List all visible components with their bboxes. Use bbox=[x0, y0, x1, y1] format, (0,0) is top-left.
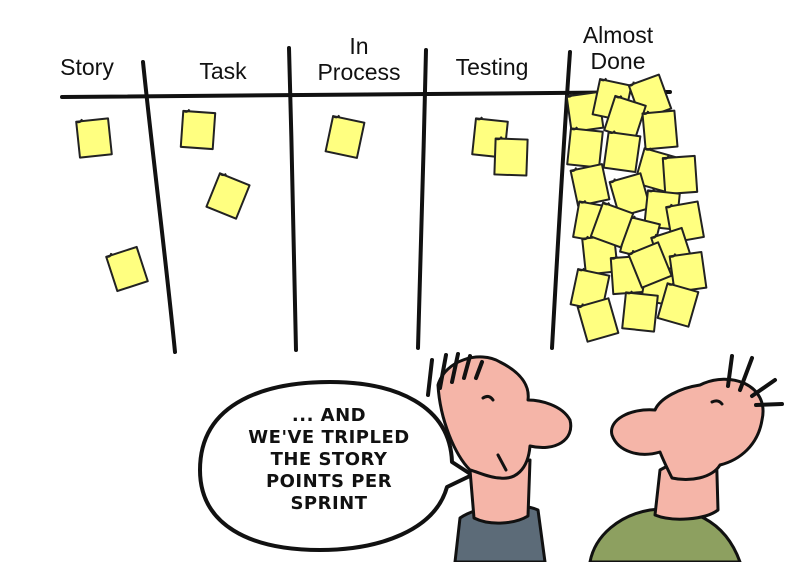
column-divider-4 bbox=[550, 50, 572, 350]
speech-bubble-text: ... AND WE'VE TRIPLED THE STORY POINTS P… bbox=[212, 405, 446, 515]
sticky-note-almost-done bbox=[569, 163, 611, 207]
left-person-hair bbox=[426, 352, 484, 397]
sticky-note-almost-done bbox=[627, 241, 673, 289]
right-person-hair bbox=[726, 354, 784, 407]
sticky-note-task bbox=[179, 108, 217, 151]
left-person-eye bbox=[481, 394, 495, 402]
column-label-in-process: In Process bbox=[317, 33, 401, 85]
speech-line: ... AND bbox=[291, 405, 367, 426]
column-divider-1 bbox=[141, 60, 177, 354]
sticky-notes bbox=[75, 73, 708, 343]
column-label-story: Story bbox=[60, 54, 114, 80]
sticky-note-task bbox=[205, 172, 251, 220]
sticky-note-almost-done bbox=[589, 201, 635, 249]
column-label-task: Task bbox=[199, 58, 247, 84]
speech-bubble-outline bbox=[198, 380, 474, 552]
sticky-note-almost-done bbox=[668, 250, 708, 294]
sticky-note-almost-done bbox=[641, 109, 679, 151]
right-person-eye bbox=[710, 399, 724, 406]
sticky-note-in-process bbox=[324, 114, 366, 159]
left-person bbox=[426, 352, 573, 562]
sticky-note-almost-done bbox=[661, 154, 699, 196]
sticky-note-almost-done bbox=[656, 282, 700, 328]
right-person-head bbox=[610, 377, 765, 481]
sticky-note-story bbox=[75, 117, 113, 159]
board-lines bbox=[60, 46, 672, 354]
sticky-note-almost-done bbox=[566, 126, 604, 169]
column-divider-2 bbox=[287, 46, 298, 352]
column-label-testing: Testing bbox=[455, 54, 529, 80]
left-person-mouth bbox=[496, 453, 508, 472]
column-label-almost-done: Almost Done bbox=[582, 22, 654, 74]
sticky-note-almost-done bbox=[602, 130, 642, 174]
sticky-note-story bbox=[105, 245, 149, 293]
column-divider-3 bbox=[416, 48, 428, 350]
speech-bubble bbox=[198, 380, 474, 552]
speech-line: WE'VE TRIPLED bbox=[248, 427, 410, 448]
sticky-note-almost-done bbox=[621, 290, 659, 333]
left-person-head bbox=[436, 355, 573, 480]
speech-line: SPRINT bbox=[290, 493, 368, 514]
speech-line: POINTS PER bbox=[265, 471, 393, 492]
sticky-note-almost-done bbox=[565, 90, 605, 134]
speech-line: THE STORY bbox=[270, 449, 388, 470]
right-person bbox=[588, 354, 784, 562]
sticky-note-almost-done bbox=[576, 297, 620, 343]
sticky-note-testing bbox=[493, 136, 529, 177]
